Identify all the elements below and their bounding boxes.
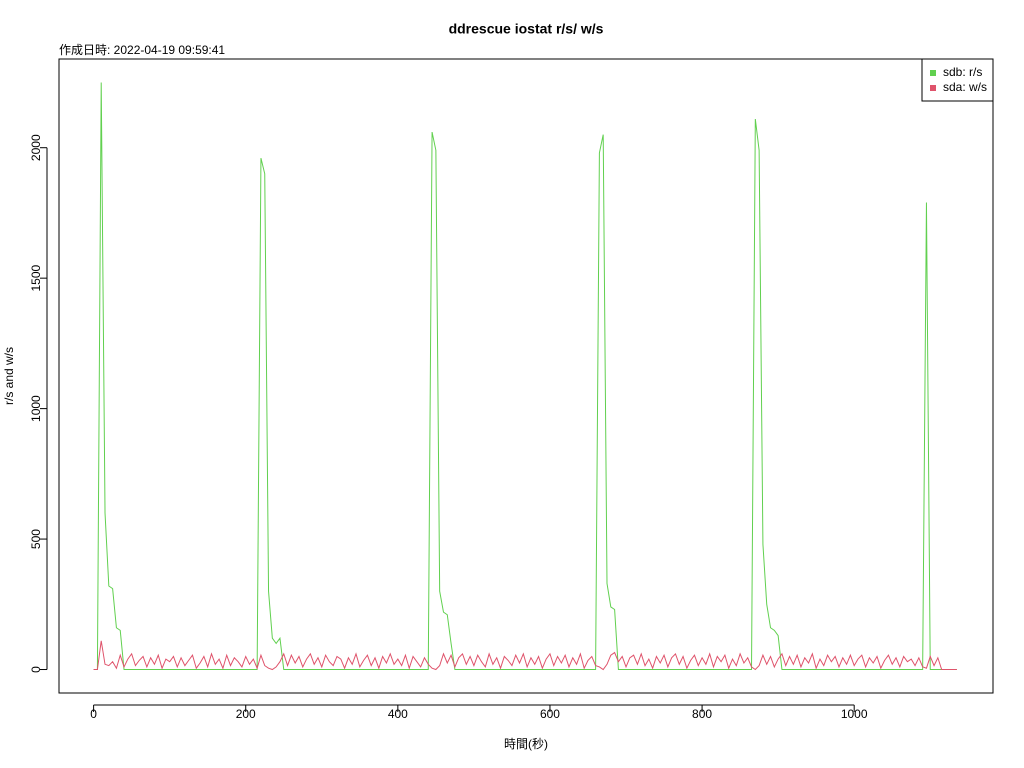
x-tick-label: 400 — [388, 707, 408, 721]
legend-box — [921, 58, 994, 102]
legend-swatch — [930, 85, 936, 91]
y-tick-label: 1000 — [29, 395, 43, 422]
data-line — [93, 640, 957, 671]
x-tick-label: 800 — [692, 707, 712, 721]
y-tick-label: 0 — [29, 666, 43, 673]
plot-frame — [58, 58, 994, 694]
x-tick-label: 0 — [90, 707, 97, 721]
y-tick-label: 2000 — [29, 134, 43, 161]
legend-label: sda: w/s — [943, 80, 987, 94]
legend-label: sdb: r/s — [943, 65, 982, 79]
chart-title: ddrescue iostat r/s/ w/s — [449, 21, 604, 37]
y-axis-label: r/s and w/s — [2, 347, 16, 405]
x-axis-label: 時間(秒) — [504, 737, 548, 751]
y-tick-label: 500 — [29, 529, 43, 549]
chart-subtitle: 作成日時: 2022-04-19 09:59:41 — [59, 43, 225, 57]
x-tick-label: 1000 — [841, 707, 868, 721]
y-tick-label: 1500 — [29, 264, 43, 291]
legend-swatch — [930, 70, 936, 76]
x-tick-label: 600 — [540, 707, 560, 721]
data-line — [93, 82, 957, 671]
x-tick-label: 200 — [236, 707, 256, 721]
